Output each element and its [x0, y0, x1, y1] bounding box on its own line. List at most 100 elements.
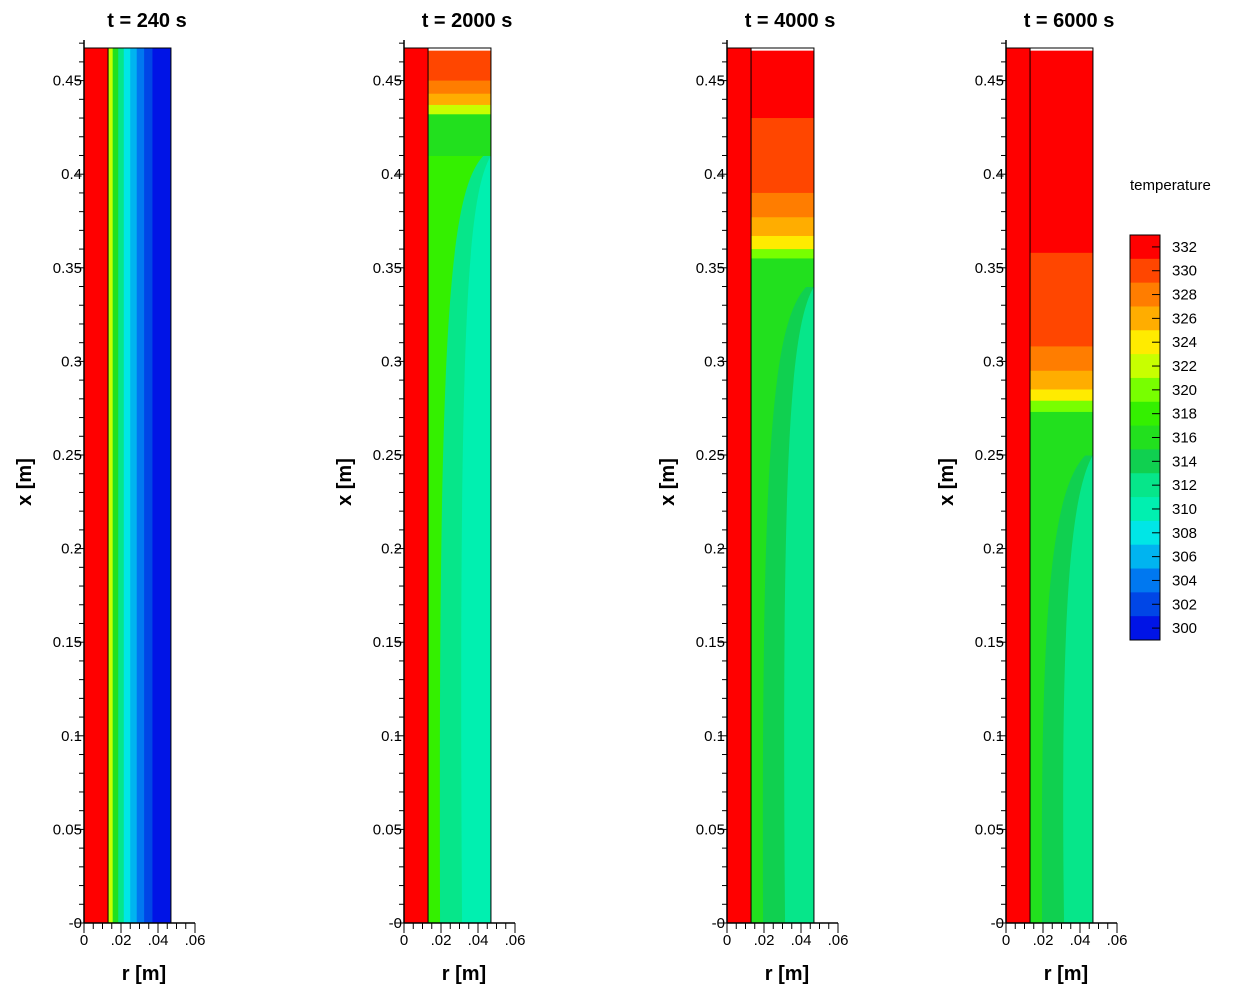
colorbar-label: 324: [1172, 334, 1197, 351]
r-axis-tick-label: 0: [80, 932, 88, 949]
colorbar-legend: temperature 332 330 328 326 324 322 320 318 316 31…: [1129, 177, 1211, 641]
x-axis-tick-label: 0.4: [983, 166, 1004, 183]
colorbar-label: 318: [1172, 406, 1197, 423]
r-axis-tick-label: .06: [505, 932, 526, 949]
colorbar-label: 328: [1172, 287, 1197, 304]
stratified-layer: [428, 80, 491, 95]
panel-2: -0 0.05 0.1 0.15 0.2 0.25 0.3 0.35 0.4 0.45 0 .02 .0…: [334, 10, 525, 985]
panel-3: -0 0.05 0.1 0.15 0.2 0.25 0.3 0.35 0.4 0.45 0 .02 .0…: [657, 10, 848, 985]
x-axis-label: x [m]: [657, 458, 679, 506]
x-axis-tick-label: 0.1: [61, 728, 82, 745]
x-axis-tick-label: 0.2: [61, 541, 82, 558]
stratified-layer: [1030, 346, 1093, 372]
x-axis-tick-label: -0: [69, 915, 82, 932]
stratified-layer: [751, 50, 814, 119]
temperature-field: [84, 48, 171, 923]
x-axis-tick-label: 0.4: [704, 166, 725, 183]
x-axis-tick-label: 0.2: [983, 541, 1004, 558]
x-axis-tick-label: 0.3: [381, 353, 402, 370]
x-axis-tick-label: 0.1: [381, 728, 402, 745]
colorbar-label: 304: [1172, 572, 1197, 589]
x-axis-tick-label: 0.05: [696, 821, 725, 838]
contour-band: [152, 48, 171, 923]
r-axis-tick-label: .06: [828, 932, 849, 949]
panel-4: -0 0.05 0.1 0.15 0.2 0.25 0.3 0.35 0.4 0.45 0 .02 .0…: [936, 10, 1127, 985]
colorbar-label: 310: [1172, 501, 1197, 518]
temperature-field: [1006, 48, 1093, 923]
r-axis-tick-label: 0: [400, 932, 408, 949]
r-axis-label: r [m]: [442, 963, 486, 985]
stratified-layer: [751, 217, 814, 237]
wall-region: [1006, 48, 1031, 923]
x-axis-tick-label: 0.35: [53, 260, 82, 277]
colorbar-label: 320: [1172, 382, 1197, 399]
r-axis-tick-label: .06: [1107, 932, 1128, 949]
r-axis-tick-label: .04: [468, 932, 489, 949]
r-axis-tick-label: .02: [431, 932, 452, 949]
contour-band: [112, 48, 119, 923]
x-axis-label: x [m]: [334, 458, 356, 506]
panel-title: t = 6000 s: [1024, 10, 1115, 32]
panel-title: t = 4000 s: [745, 10, 836, 32]
stratified-layer: [1030, 252, 1093, 347]
wall-region: [84, 48, 109, 923]
boundary-layer-near-wall: [751, 258, 814, 923]
x-axis-tick-label: 0.05: [373, 821, 402, 838]
x-axis-tick-label: -0: [712, 915, 725, 932]
colorbar-title: temperature: [1130, 177, 1211, 194]
panel-title: t = 2000 s: [422, 10, 513, 32]
x-axis-tick-label: 0.45: [975, 73, 1004, 90]
x-axis-tick-label: 0.1: [704, 728, 725, 745]
r-axis-tick-label: .04: [1070, 932, 1091, 949]
temperature-field: [727, 48, 814, 923]
wall-region: [404, 48, 429, 923]
contour-band: [130, 48, 138, 923]
colorbar-label: 300: [1172, 620, 1197, 637]
stratified-layer: [751, 118, 814, 194]
contour-band: [123, 48, 131, 923]
x-axis-label: x [m]: [14, 458, 36, 506]
colorbar-label: 306: [1172, 549, 1197, 566]
x-axis-tick-label: 0.4: [61, 166, 82, 183]
temperature-field: [404, 48, 491, 923]
x-axis-tick-label: 0.25: [975, 447, 1004, 464]
contour-band: [108, 48, 114, 923]
colorbar-label: 332: [1172, 239, 1197, 256]
x-axis-tick-label: 0.35: [696, 260, 725, 277]
x-axis-tick-label: 0.4: [381, 166, 402, 183]
x-axis-tick-label: -0: [389, 915, 402, 932]
x-axis-tick-label: -0: [991, 915, 1004, 932]
stratified-layer: [751, 258, 814, 288]
x-axis-tick-label: 0.05: [53, 821, 82, 838]
colorbar-label: 302: [1172, 596, 1197, 613]
r-axis-tick-label: .02: [111, 932, 132, 949]
x-axis-tick-label: 0.45: [53, 73, 82, 90]
x-axis-tick-label: 0.05: [975, 821, 1004, 838]
colorbar-label: 314: [1172, 453, 1197, 470]
colorbar-label: 312: [1172, 477, 1197, 494]
x-axis-tick-label: 0.45: [373, 73, 402, 90]
r-axis-label: r [m]: [122, 963, 166, 985]
contour-band: [144, 48, 153, 923]
stratified-layer: [1030, 411, 1093, 456]
r-axis-tick-label: .02: [1033, 932, 1054, 949]
colorbar-label: 330: [1172, 263, 1197, 280]
stratified-layer: [428, 93, 491, 106]
colorbar-label: 308: [1172, 525, 1197, 542]
x-axis-tick-label: 0.35: [373, 260, 402, 277]
colorbar-label: 316: [1172, 430, 1197, 447]
boundary-layer-near-wall: [1030, 411, 1093, 923]
stratified-layer: [1030, 389, 1093, 402]
x-axis-tick-label: 0.15: [975, 634, 1004, 651]
boundary-layer-near-wall: [428, 114, 491, 923]
r-axis-tick-label: .02: [754, 932, 775, 949]
x-axis-tick-label: 0.25: [53, 447, 82, 464]
panel-1: -0 0.05 0.1 0.15 0.2 0.25 0.3 0.35 0.4 0.45 0 .02 .0…: [14, 10, 205, 985]
x-axis-tick-label: 0.3: [983, 353, 1004, 370]
x-axis-tick-label: 0.15: [373, 634, 402, 651]
contour-band: [118, 48, 125, 923]
stratified-layer: [1030, 50, 1093, 254]
stratified-layer: [428, 104, 491, 115]
x-axis-tick-label: 0.25: [696, 447, 725, 464]
stratified-layer: [428, 50, 491, 82]
